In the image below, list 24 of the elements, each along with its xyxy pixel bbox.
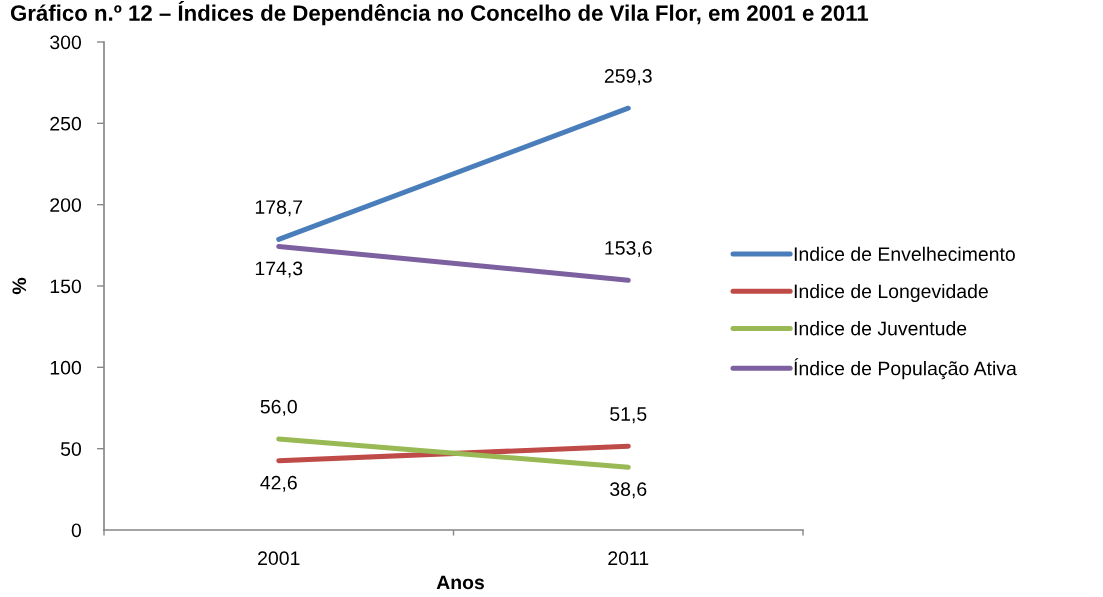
- data-label: 153,6: [605, 241, 652, 258]
- chart-title: Gráfico n.º 12 – Índices de Dependência no Concelho de Vila Flor, em 2001 e 2011: [10, 1, 869, 26]
- y-tick-label: 150: [50, 279, 82, 294]
- data-label: 38,6: [610, 482, 647, 499]
- y-tick-label: 50: [60, 442, 82, 456]
- legend-label: Índice de População Ativa: [794, 358, 1017, 380]
- data-label: 178,7: [255, 200, 303, 217]
- data-label: 42,6: [260, 475, 297, 492]
- y-tick-label: 100: [50, 360, 82, 375]
- x-tick-label: 2011: [608, 551, 649, 566]
- x-tick-label: 2001: [258, 551, 300, 566]
- legend-label: Indice de Juventude: [794, 321, 967, 336]
- legend-label: Indice de Longevidade: [794, 283, 988, 303]
- y-tick-label: 300: [50, 35, 82, 50]
- y-tick-label: 250: [50, 116, 82, 131]
- y-tick-label: 0: [71, 523, 82, 538]
- data-label: 174,3: [255, 261, 303, 278]
- x-axis-title: Anos: [436, 575, 484, 590]
- y-axis-title: %: [12, 277, 27, 295]
- data-label: 259,3: [604, 69, 652, 86]
- data-label: 56,0: [260, 399, 297, 416]
- data-label: 51,5: [610, 407, 647, 424]
- legend-label: Indice de Envelhecimento: [794, 246, 1015, 262]
- y-tick-label: 200: [50, 198, 82, 212]
